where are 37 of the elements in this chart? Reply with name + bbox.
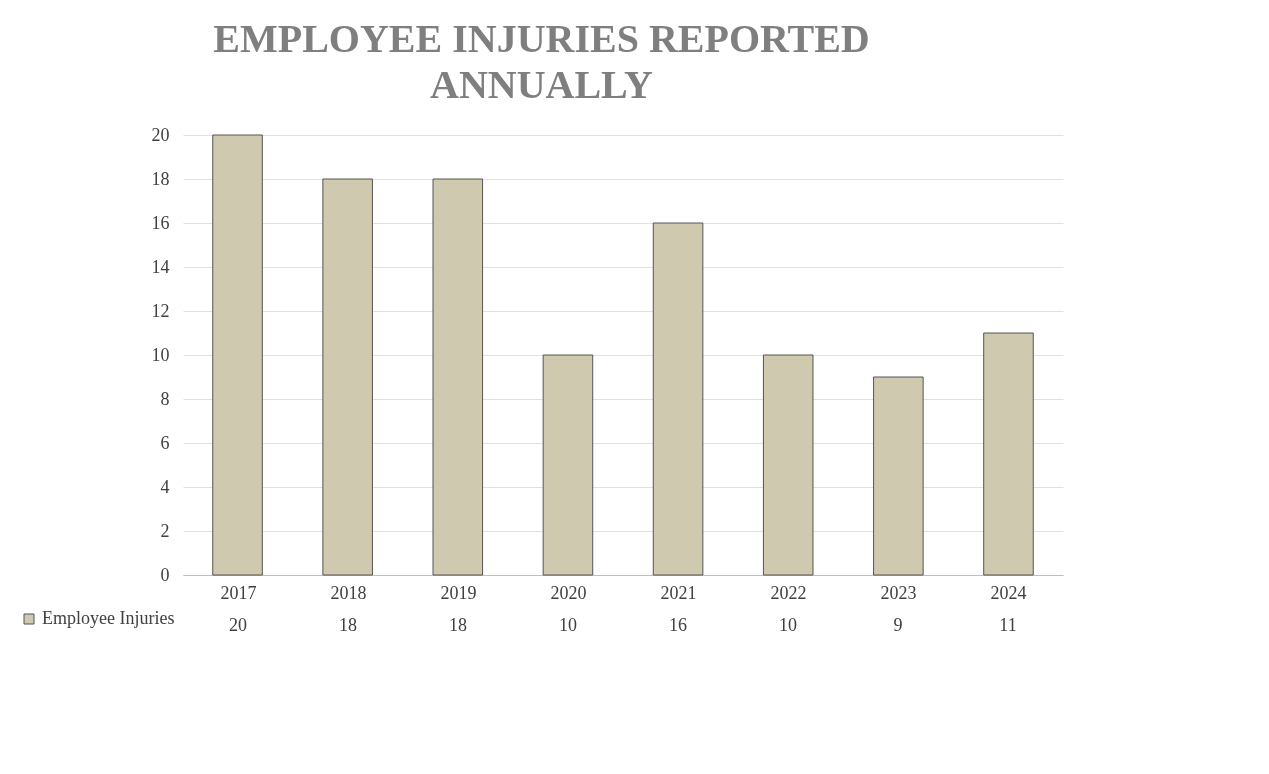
data-label: 11 — [999, 615, 1017, 635]
data-label: 18 — [339, 615, 357, 635]
y-tick-label: 4 — [160, 476, 170, 497]
y-tick-label: 14 — [151, 256, 170, 277]
x-tick-label: 2021 — [660, 582, 697, 603]
y-tick-label: 8 — [160, 388, 170, 409]
bar — [652, 222, 704, 576]
bar — [542, 354, 594, 576]
chart-title: EMPLOYEE INJURIES REPORTED ANNUALLY — [213, 16, 870, 107]
y-tick-label: 6 — [160, 432, 170, 453]
y-tick-label: 12 — [151, 300, 170, 321]
bar — [432, 178, 484, 576]
legend-label: Employee Injuries — [42, 608, 175, 628]
data-label: 10 — [559, 615, 577, 635]
y-tick-label: 16 — [151, 212, 170, 233]
bar — [212, 134, 263, 576]
bar — [983, 332, 1034, 576]
x-tick-label: 2019 — [440, 582, 477, 603]
data-label: 9 — [893, 615, 903, 635]
x-tick-label: 2018 — [330, 582, 367, 603]
y-tick-label: 0 — [160, 564, 170, 585]
y-tick-label: 20 — [151, 124, 170, 145]
x-tick-label: 2023 — [880, 582, 917, 603]
y-tick-label: 2 — [160, 520, 170, 541]
data-label: 18 — [449, 615, 467, 635]
y-tick-label: 18 — [151, 168, 170, 189]
data-label: 16 — [669, 615, 687, 635]
data-label: 20 — [229, 615, 247, 635]
x-tick-label: 2020 — [550, 582, 587, 603]
x-tick-label: 2024 — [990, 582, 1027, 603]
x-tick-label: 2017 — [220, 582, 257, 603]
y-tick-label: 10 — [151, 344, 170, 365]
bar — [322, 178, 373, 576]
data-label: 10 — [779, 615, 797, 635]
bar — [762, 354, 814, 576]
x-tick-label: 2022 — [770, 582, 807, 603]
bar — [873, 376, 924, 576]
